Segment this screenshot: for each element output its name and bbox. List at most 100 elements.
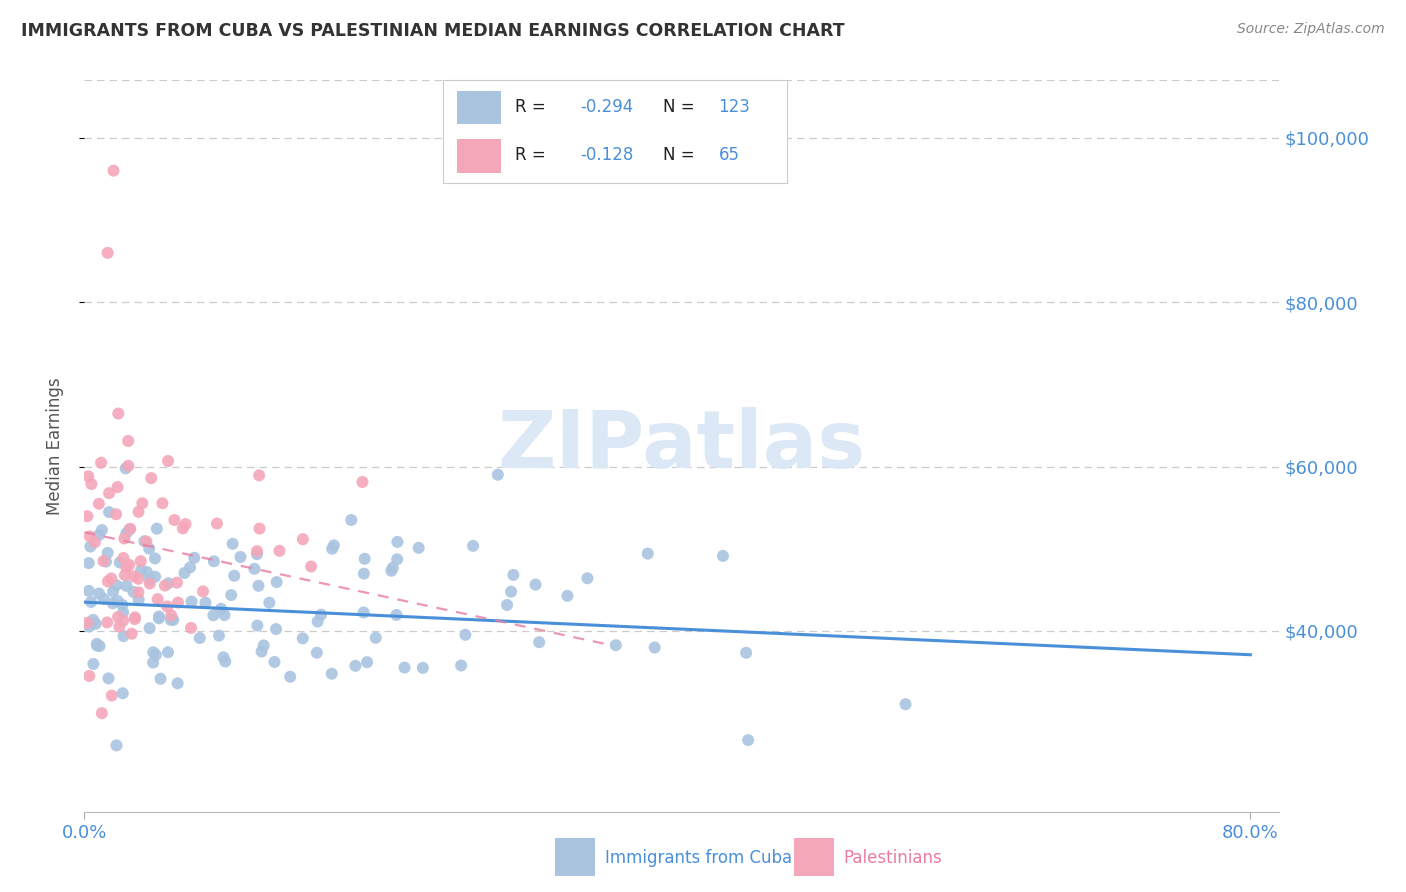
Point bbox=[97, 245, 120, 260]
Point bbox=[219, 588, 242, 602]
Point bbox=[111, 598, 134, 612]
Text: ZIPatlas: ZIPatlas bbox=[498, 407, 866, 485]
Point bbox=[249, 522, 271, 536]
Point bbox=[124, 612, 146, 626]
Point bbox=[454, 628, 477, 642]
Point bbox=[115, 526, 138, 541]
Point bbox=[163, 513, 186, 527]
Point bbox=[115, 579, 138, 593]
Point bbox=[77, 619, 100, 633]
Point bbox=[117, 458, 139, 473]
Point bbox=[191, 584, 214, 599]
FancyBboxPatch shape bbox=[457, 91, 502, 124]
Point bbox=[86, 637, 108, 651]
Point bbox=[87, 497, 110, 511]
Point bbox=[98, 486, 121, 500]
Point bbox=[79, 529, 101, 543]
Point bbox=[112, 606, 135, 620]
Point bbox=[105, 739, 128, 753]
Text: -0.294: -0.294 bbox=[581, 98, 634, 116]
Point bbox=[142, 656, 165, 670]
Point bbox=[246, 547, 269, 561]
Point bbox=[114, 461, 136, 475]
Point bbox=[121, 626, 143, 640]
Point bbox=[98, 505, 121, 519]
Point bbox=[142, 645, 165, 659]
Point bbox=[129, 563, 152, 577]
Point bbox=[224, 568, 246, 582]
Point bbox=[557, 589, 579, 603]
Point bbox=[637, 547, 659, 561]
Point bbox=[118, 522, 141, 536]
Point bbox=[644, 640, 666, 655]
Point bbox=[148, 609, 170, 624]
Point bbox=[143, 551, 166, 566]
Point bbox=[101, 596, 124, 610]
Point bbox=[90, 706, 112, 721]
Point bbox=[356, 655, 378, 669]
Point bbox=[202, 608, 225, 623]
Point bbox=[253, 639, 276, 653]
Point bbox=[96, 615, 118, 630]
Point bbox=[214, 655, 236, 669]
Point bbox=[576, 571, 599, 585]
Point bbox=[145, 648, 167, 662]
Point bbox=[76, 509, 98, 524]
Point bbox=[80, 595, 103, 609]
Point bbox=[450, 658, 472, 673]
Text: Source: ZipAtlas.com: Source: ZipAtlas.com bbox=[1237, 22, 1385, 37]
Text: 123: 123 bbox=[718, 98, 751, 116]
Point bbox=[737, 733, 759, 747]
Point bbox=[173, 566, 195, 580]
Point bbox=[243, 562, 266, 576]
Point bbox=[263, 655, 285, 669]
Text: N =: N = bbox=[664, 146, 700, 164]
Point bbox=[139, 576, 162, 591]
FancyBboxPatch shape bbox=[457, 139, 502, 173]
Point bbox=[149, 672, 172, 686]
Point bbox=[172, 521, 194, 535]
Point bbox=[321, 541, 343, 556]
Point bbox=[77, 556, 100, 570]
Point bbox=[527, 635, 550, 649]
Point bbox=[188, 631, 211, 645]
Point bbox=[180, 621, 202, 635]
Point bbox=[112, 532, 135, 546]
Point bbox=[246, 544, 269, 558]
Point bbox=[122, 569, 145, 583]
Point bbox=[194, 596, 217, 610]
Point bbox=[353, 566, 375, 581]
Point bbox=[146, 592, 169, 607]
Point bbox=[124, 610, 146, 624]
Point bbox=[353, 551, 375, 566]
Point bbox=[120, 522, 142, 536]
Point bbox=[250, 644, 273, 658]
Point bbox=[153, 579, 176, 593]
Point bbox=[340, 513, 363, 527]
Point bbox=[127, 585, 149, 599]
Point bbox=[291, 632, 314, 646]
Point bbox=[266, 575, 288, 590]
Text: IMMIGRANTS FROM CUBA VS PALESTINIAN MEDIAN EARNINGS CORRELATION CHART: IMMIGRANTS FROM CUBA VS PALESTINIAN MEDI… bbox=[21, 22, 845, 40]
Point bbox=[146, 522, 169, 536]
Point bbox=[162, 613, 184, 627]
Point bbox=[269, 544, 291, 558]
Point bbox=[128, 592, 150, 607]
Point bbox=[86, 639, 108, 653]
Point bbox=[122, 585, 145, 599]
Point bbox=[107, 407, 129, 421]
Point bbox=[77, 469, 100, 483]
Point bbox=[114, 568, 136, 582]
Point bbox=[156, 599, 179, 614]
Point bbox=[107, 610, 129, 624]
Point bbox=[82, 613, 104, 627]
Point bbox=[711, 549, 734, 563]
Point bbox=[259, 596, 281, 610]
Point bbox=[101, 584, 124, 599]
Point bbox=[143, 570, 166, 584]
Point bbox=[159, 613, 181, 627]
Point bbox=[229, 549, 252, 564]
Point bbox=[160, 608, 183, 623]
Text: R =: R = bbox=[515, 146, 551, 164]
Point bbox=[309, 607, 332, 622]
